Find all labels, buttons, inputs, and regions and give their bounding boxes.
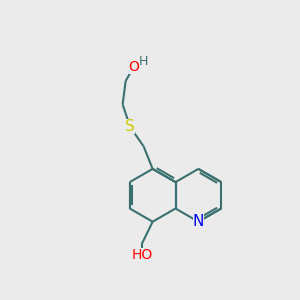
Text: S: S [125,119,135,134]
Text: N: N [193,214,204,229]
Text: O: O [129,60,140,74]
Text: H: H [139,55,148,68]
Text: HO: HO [131,248,153,262]
